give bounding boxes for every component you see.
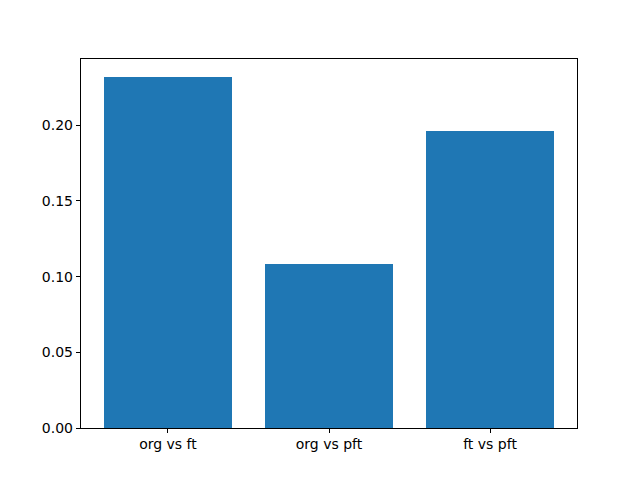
- bar-0: [104, 77, 233, 428]
- bar-2: [426, 131, 555, 428]
- x-tick-mark: [490, 429, 491, 433]
- x-tick-mark: [329, 429, 330, 433]
- y-tick-label: 0.10: [42, 270, 73, 284]
- x-tick-label: org vs ft: [139, 437, 197, 451]
- y-tick-mark: [76, 200, 80, 201]
- y-tick-label: 0.20: [42, 118, 73, 132]
- figure: 0.00 0.05 0.10 0.15 0.20 org vs ft org vs pft f…: [0, 0, 640, 480]
- y-tick-label: 0.05: [42, 345, 73, 359]
- y-tick-mark: [76, 428, 80, 429]
- y-tick-label: 0.15: [42, 194, 73, 208]
- x-tick-mark: [167, 429, 168, 433]
- x-tick-label: ft vs pft: [463, 437, 517, 451]
- bar-1: [265, 264, 394, 428]
- y-tick-mark: [76, 276, 80, 277]
- y-tick-mark: [76, 352, 80, 353]
- y-tick-mark: [76, 125, 80, 126]
- y-tick-label: 0.00: [42, 421, 73, 435]
- x-tick-label: org vs pft: [296, 437, 363, 451]
- plot-area: 0.000.050.100.150.20org vs ftorg vs pftf…: [80, 58, 578, 429]
